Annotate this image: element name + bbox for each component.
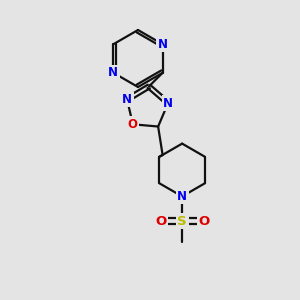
Text: O: O xyxy=(155,214,166,227)
Text: N: N xyxy=(177,190,187,203)
Text: O: O xyxy=(198,214,209,227)
Text: N: N xyxy=(108,66,118,79)
Text: N: N xyxy=(158,38,168,51)
Text: O: O xyxy=(128,118,138,131)
Text: N: N xyxy=(122,93,132,106)
Text: S: S xyxy=(177,214,187,227)
Text: N: N xyxy=(163,97,173,110)
